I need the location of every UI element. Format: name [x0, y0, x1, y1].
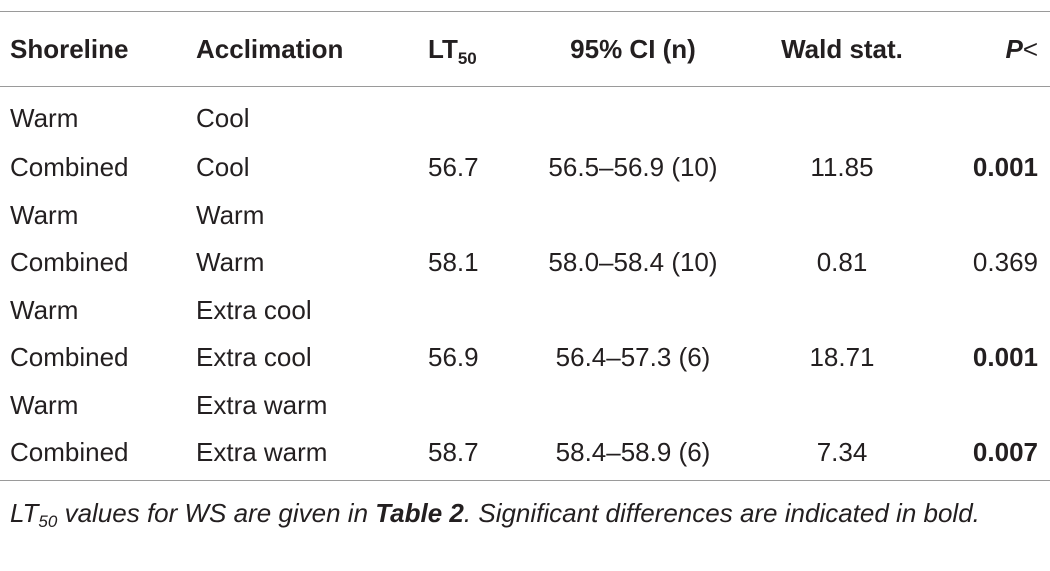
cell-acclimation: Cool: [196, 102, 250, 133]
footnote-lt-subscript: 50: [38, 512, 58, 531]
cell-lt50: [398, 287, 518, 335]
footnote-table-ref: Table 2: [375, 498, 464, 528]
cell-acclimation: Extra warm: [196, 389, 328, 420]
cell-p-value: 0.001: [972, 152, 1038, 183]
cell-acclimation: Extra warm: [196, 437, 328, 468]
cell-ci: [518, 192, 748, 240]
cell-wald-stat: [748, 192, 936, 240]
footnote-text-2: . Significant differences are indicated …: [463, 498, 980, 528]
table-row: Combined Extra cool 56.9 56.4–57.3 (6) 18.71…: [0, 334, 1050, 382]
cell-wald-stat: 11.85: [810, 152, 874, 183]
cell-shoreline: Warm: [10, 294, 79, 325]
cell-ci: [518, 382, 748, 430]
cell-ci: 56.5–56.9 (10): [548, 152, 718, 183]
cell-wald-stat: [748, 86, 936, 144]
cell-ci: 58.4–58.9 (6): [555, 437, 711, 468]
cell-p-value: [936, 192, 1050, 240]
cell-shoreline: Warm: [10, 389, 79, 420]
footnote-text-1: values for WS are given in: [57, 498, 376, 528]
cell-wald-stat: [748, 287, 936, 335]
cell-ci: [518, 86, 748, 144]
table-bottom-rule: [0, 480, 1050, 481]
header-p: P<: [936, 12, 1050, 86]
header-lt50: LT50: [398, 12, 518, 86]
header-lt50-subscript: 50: [457, 48, 477, 68]
table-row: Combined Cool 56.7 56.5–56.9 (10) 11.85 0.001: [0, 144, 1050, 192]
cell-acclimation: Warm: [196, 199, 265, 230]
table-header-rule: [0, 86, 1050, 87]
cell-acclimation: Extra cool: [196, 294, 312, 325]
cell-acclimation: Cool: [196, 152, 250, 183]
cell-wald-stat: 0.81: [816, 247, 868, 278]
header-row: Shoreline Acclimation LT50 95% CI (n) Wa…: [0, 12, 1050, 86]
cell-p-value: 0.001: [972, 342, 1038, 373]
header-p-symbol: <: [1022, 33, 1038, 64]
table-row: Combined Warm 58.1 58.0–58.4 (10) 0.81 0.369: [0, 239, 1050, 287]
header-wald: Wald stat.: [781, 33, 903, 64]
cell-wald-stat: 7.34: [816, 437, 868, 468]
cell-shoreline: Combined: [10, 152, 129, 183]
cell-shoreline: Combined: [10, 437, 129, 468]
cell-ci: 58.0–58.4 (10): [548, 247, 718, 278]
header-acclimation: Acclimation: [196, 33, 344, 64]
cell-p-value: [936, 287, 1050, 335]
cell-wald-stat: [748, 382, 936, 430]
cell-ci: [518, 287, 748, 335]
cell-ci: 56.4–57.3 (6): [555, 342, 711, 373]
cell-p-value: [936, 382, 1050, 430]
table-footnote: LT50 values for WS are given in Table 2.…: [10, 494, 1038, 532]
header-shoreline: Shoreline: [10, 33, 129, 64]
header-ci: 95% CI (n): [570, 33, 696, 64]
cell-lt50: [398, 86, 518, 144]
cell-lt50: 58.1: [428, 247, 479, 278]
cell-p-value: [936, 86, 1050, 144]
footnote-lt-main: LT: [10, 498, 39, 528]
cell-shoreline: Combined: [10, 342, 129, 373]
cell-lt50: 58.7: [428, 437, 479, 468]
cell-p-value: 0.369: [972, 247, 1038, 278]
table-top-rule: [0, 11, 1050, 12]
cell-lt50: [398, 192, 518, 240]
cell-shoreline: Warm: [10, 102, 79, 133]
cell-lt50: 56.9: [428, 342, 479, 373]
table-row: Warm Extra warm: [0, 382, 1050, 430]
table-body: Warm Cool Combined Cool 56.7 56.5–56.9 (10) 11…: [0, 86, 1050, 477]
cell-p-value: 0.007: [972, 437, 1038, 468]
header-p-letter: P: [1005, 33, 1023, 64]
cell-acclimation: Extra cool: [196, 342, 312, 373]
table-row: Warm Cool: [0, 86, 1050, 144]
cell-lt50: [398, 382, 518, 430]
cell-wald-stat: 18.71: [809, 342, 875, 373]
cell-lt50: 56.7: [428, 152, 479, 183]
header-lt50-main: LT: [428, 33, 458, 64]
cell-shoreline: Warm: [10, 199, 79, 230]
table-row: Combined Extra warm 58.7 58.4–58.9 (6) 7.34 0…: [0, 429, 1050, 477]
table-row: Warm Warm: [0, 192, 1050, 240]
cell-shoreline: Combined: [10, 247, 129, 278]
cell-acclimation: Warm: [196, 247, 265, 278]
table-row: Warm Extra cool: [0, 287, 1050, 335]
lt50-table: Shoreline Acclimation LT50 95% CI (n) Wa…: [0, 12, 1050, 477]
